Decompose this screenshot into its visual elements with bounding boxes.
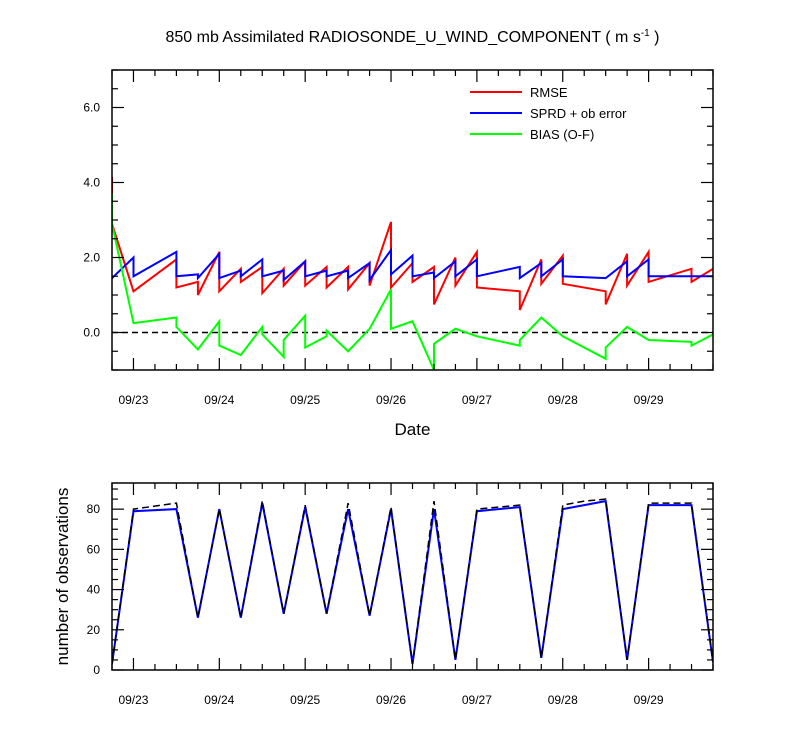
series-line-2 bbox=[112, 498, 713, 665]
x-axis-label: Date bbox=[395, 420, 431, 439]
x-tick-label: 09/28 bbox=[548, 393, 578, 407]
x-tick-label: 09/27 bbox=[462, 393, 492, 407]
series-line-2 bbox=[112, 246, 713, 284]
chart-title-end: ) bbox=[650, 29, 660, 46]
y-tick-label: 4.0 bbox=[83, 176, 100, 190]
y-tick-label: 0 bbox=[93, 663, 100, 677]
series-group bbox=[112, 176, 713, 370]
y-tick-label: 6.0 bbox=[83, 101, 100, 115]
legend-label-3: BIAS (O-F) bbox=[530, 127, 594, 142]
x-tick-label: 09/25 bbox=[290, 393, 320, 407]
y-tick-label: 60 bbox=[87, 542, 101, 556]
x-tick-label: 09/23 bbox=[118, 393, 148, 407]
series-line-3 bbox=[112, 193, 713, 370]
x-tick-label: 09/29 bbox=[634, 393, 664, 407]
chart-title-main: 850 mb Assimilated RADIOSONDE_U_WIND_COM… bbox=[165, 29, 640, 46]
y-tick-label: 2.0 bbox=[83, 251, 100, 265]
x-tick-label: 09/28 bbox=[548, 693, 578, 707]
series-line-1 bbox=[112, 499, 713, 665]
bottom-chart: 09/23 09/24 09/25 09/26 09/27 09/28 09/29 0 20 40… bbox=[53, 482, 714, 707]
series-line-1 bbox=[112, 176, 713, 311]
x-tick-label: 09/26 bbox=[376, 693, 406, 707]
y-tick-label: 40 bbox=[87, 583, 101, 597]
x-tick-label: 09/24 bbox=[204, 693, 234, 707]
y-tick-label: 80 bbox=[87, 502, 101, 516]
chart-title: 850 mb Assimilated RADIOSONDE_U_WIND_COM… bbox=[165, 28, 659, 46]
x-tick-label: 09/29 bbox=[634, 693, 664, 707]
x-tick-label: 09/24 bbox=[204, 393, 234, 407]
plot-frame bbox=[111, 482, 714, 671]
chart-title-superscript: -1 bbox=[641, 28, 650, 39]
y-tick-label: 20 bbox=[87, 623, 101, 637]
legend-label-1: RMSE bbox=[530, 85, 568, 100]
x-tick-label: 09/25 bbox=[290, 693, 320, 707]
series-group bbox=[112, 498, 713, 665]
top-chart: 850 mb Assimilated RADIOSONDE_U_WIND_COM… bbox=[83, 28, 714, 439]
x-tick-label: 09/26 bbox=[376, 393, 406, 407]
x-tick-label: 09/23 bbox=[118, 693, 148, 707]
y-tick-label: 0.0 bbox=[83, 326, 100, 340]
legend-label-2: SPRD + ob error bbox=[530, 106, 627, 121]
x-tick-label: 09/27 bbox=[462, 693, 492, 707]
y-axis-label: number of observations bbox=[53, 488, 72, 666]
